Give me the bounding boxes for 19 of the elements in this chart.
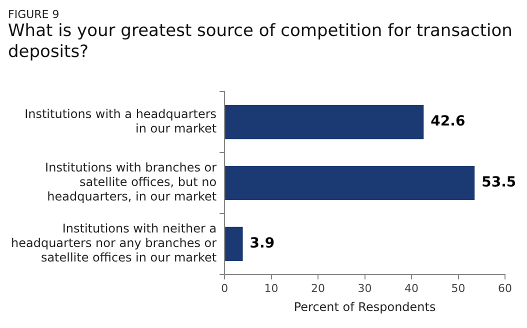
bar [225,166,475,200]
data-label: 42.6 [430,114,466,130]
x-axis-title: Percent of Respondents [294,300,436,314]
y-tick-label: Institutions with branches or satellite offices, but no headquarters, in our market [45,160,217,204]
data-label: 53.5 [482,174,516,191]
x-tick-label: 30 [358,282,372,295]
x-tick-label: 40 [404,282,419,295]
x-tick-label: 50 [451,282,466,295]
x-tick-label: 20 [311,282,326,295]
text: FIGURE 9 [8,8,60,21]
bar [225,226,243,261]
x-tick-label: 0 [221,282,228,295]
x-tick-label: 10 [264,282,278,295]
x-tick-label: 60 [498,282,512,295]
y-tick-label: Institutions with a headquarters in our market [24,106,217,136]
bar [225,105,424,140]
data-label: 3.9 [250,236,275,252]
y-tick-label: Institutions with neither a headquarters nor any branches or satellite offices in our market [10,222,217,264]
chart-title: What is your greatest source of competition for transaction deposits? [8,21,514,63]
